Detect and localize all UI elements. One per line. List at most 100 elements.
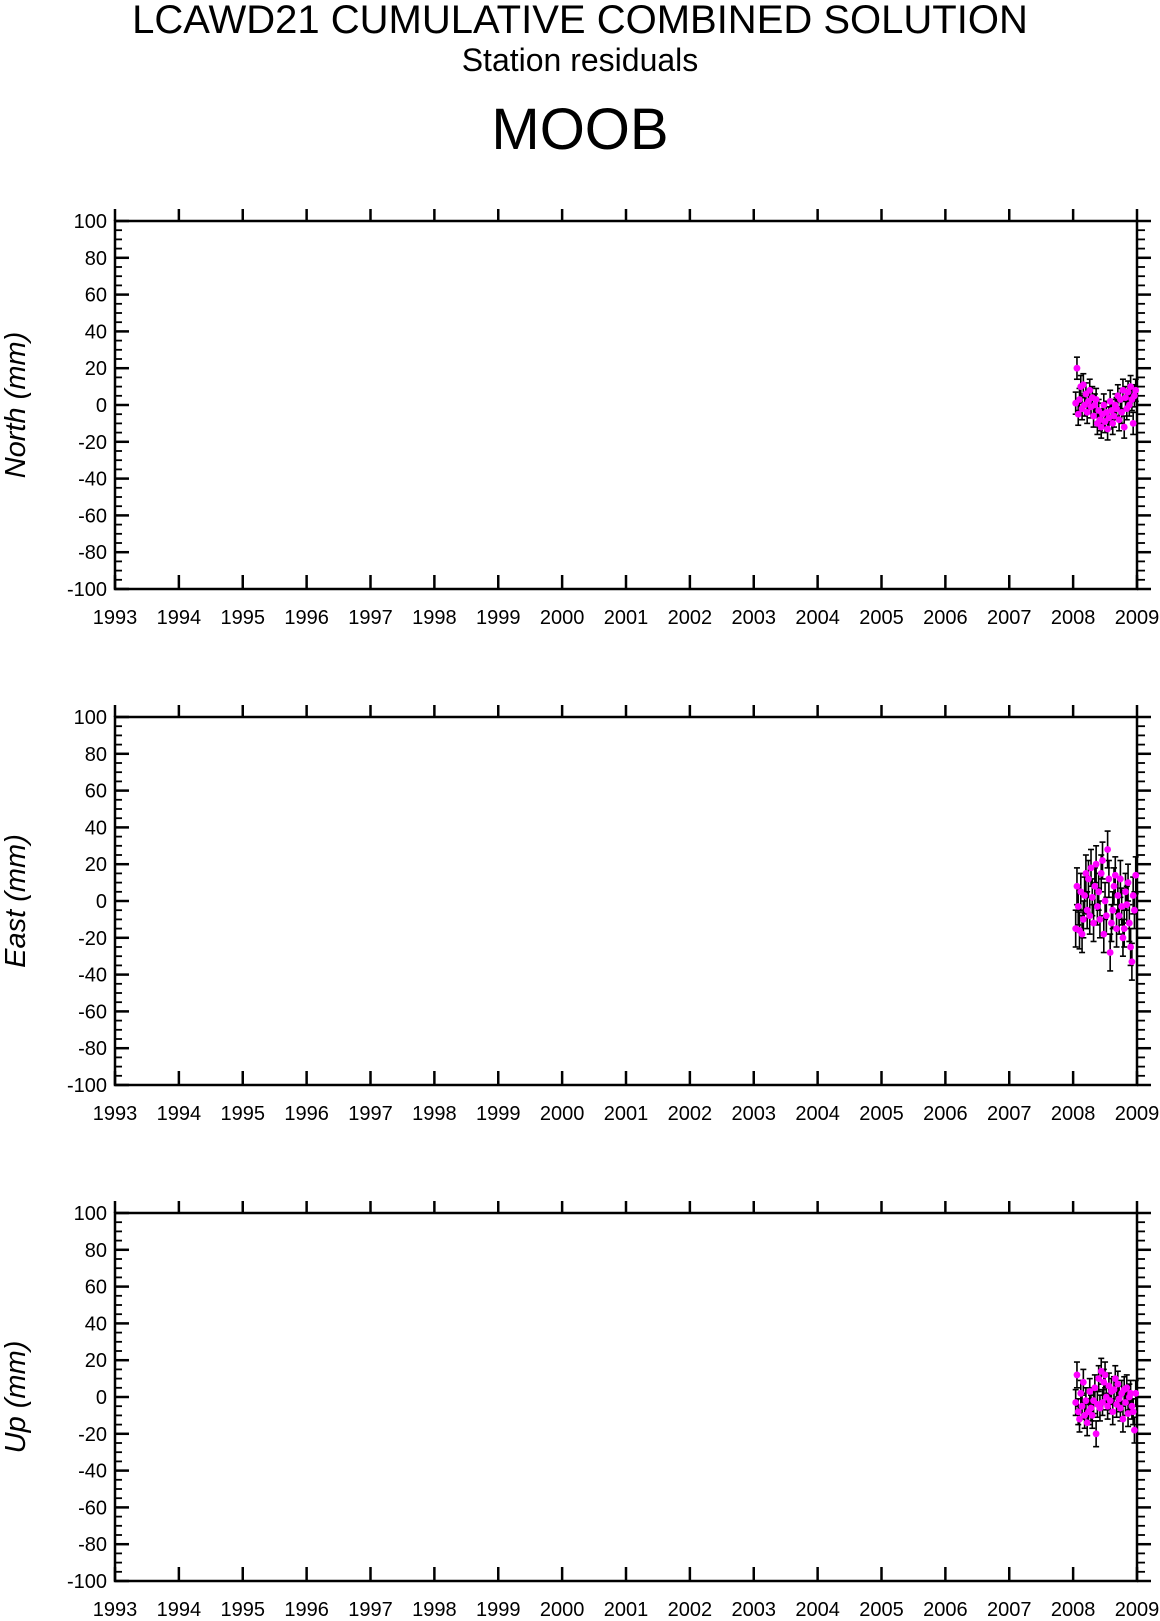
x-tick-label: 2003 bbox=[732, 1599, 777, 1621]
data-point bbox=[1129, 1408, 1137, 1416]
y-tick-label: 20 bbox=[85, 1350, 107, 1372]
x-tick-label: 1994 bbox=[157, 607, 202, 629]
data-point bbox=[1124, 879, 1132, 886]
y-tick-label: -60 bbox=[78, 505, 107, 527]
data-point bbox=[1120, 423, 1128, 431]
data-point bbox=[1099, 1399, 1106, 1406]
data-point bbox=[1092, 860, 1100, 868]
y-tick-label: -100 bbox=[67, 1571, 107, 1593]
y-tick-label: 100 bbox=[74, 1203, 107, 1225]
y-tick-label: -80 bbox=[78, 1038, 107, 1060]
data-point bbox=[1118, 408, 1126, 416]
y-tick-label: 60 bbox=[85, 285, 107, 307]
y-tick-label: 0 bbox=[96, 395, 107, 417]
data-point bbox=[1132, 1389, 1140, 1397]
data-point bbox=[1076, 1415, 1083, 1423]
y-tick-label: -100 bbox=[67, 1075, 107, 1097]
data-point bbox=[1096, 416, 1104, 424]
data-point bbox=[1096, 1404, 1104, 1412]
data-point bbox=[1109, 420, 1117, 427]
data-point bbox=[1129, 420, 1137, 427]
data-point bbox=[1086, 1388, 1094, 1395]
data-point bbox=[1077, 1389, 1085, 1397]
x-tick-label: 1994 bbox=[157, 1103, 202, 1125]
y-tick-label: -80 bbox=[78, 542, 107, 564]
x-tick-label: 1994 bbox=[157, 1599, 202, 1621]
data-point bbox=[1125, 401, 1133, 409]
data-point bbox=[1087, 1404, 1095, 1412]
data-point bbox=[1087, 864, 1095, 872]
x-tick-label: 1993 bbox=[93, 1599, 138, 1621]
x-tick-label: 2000 bbox=[540, 1599, 585, 1621]
data-point bbox=[1110, 412, 1118, 420]
data-point bbox=[1100, 401, 1108, 409]
data-point bbox=[1129, 892, 1137, 899]
y-tick-label: 100 bbox=[74, 211, 107, 233]
x-tick-label: 2007 bbox=[987, 607, 1032, 629]
data-point bbox=[1090, 412, 1097, 420]
data-point bbox=[1086, 386, 1094, 394]
data-point bbox=[1101, 1371, 1109, 1379]
data-point bbox=[1124, 388, 1132, 396]
x-tick-label: 1996 bbox=[284, 607, 329, 629]
data-point bbox=[1114, 892, 1122, 899]
data-point bbox=[1132, 386, 1140, 394]
data-point bbox=[1082, 1397, 1090, 1405]
data-point bbox=[1119, 1415, 1127, 1423]
y-tick-label: 20 bbox=[85, 854, 107, 876]
data-point bbox=[1079, 381, 1087, 389]
y-tick-label: 0 bbox=[96, 891, 107, 913]
data-point bbox=[1085, 875, 1092, 883]
y-tick-label: 0 bbox=[96, 1387, 107, 1409]
data-point bbox=[1095, 1375, 1103, 1382]
x-tick-label: 2008 bbox=[1051, 1599, 1096, 1621]
data-point bbox=[1088, 893, 1096, 901]
y-tick-label: 100 bbox=[74, 707, 107, 729]
x-tick-label: 2006 bbox=[923, 1599, 968, 1621]
data-point bbox=[1110, 1386, 1118, 1394]
x-tick-label: 2009 bbox=[1115, 607, 1160, 629]
data-point bbox=[1072, 1399, 1080, 1406]
x-tick-label: 2001 bbox=[604, 607, 649, 629]
x-tick-label: 2007 bbox=[987, 1599, 1032, 1621]
data-point bbox=[1125, 919, 1133, 927]
data-point bbox=[1123, 1384, 1131, 1392]
data-point bbox=[1083, 906, 1091, 914]
data-point bbox=[1095, 888, 1103, 896]
data-point bbox=[1091, 1384, 1099, 1392]
data-point bbox=[1115, 416, 1123, 424]
x-tick-label: 2003 bbox=[732, 607, 777, 629]
data-point bbox=[1108, 407, 1115, 414]
data-point bbox=[1096, 916, 1104, 923]
chart-subtitle: Station residuals bbox=[461, 42, 699, 78]
data-point bbox=[1116, 875, 1124, 883]
y-tick-label: -20 bbox=[78, 432, 107, 454]
x-tick-label: 1995 bbox=[221, 1103, 266, 1125]
chart-title: LCAWD21 CUMULATIVE COMBINED SOLUTION bbox=[132, 0, 1028, 42]
data-point bbox=[1100, 930, 1108, 938]
x-tick-label: 2000 bbox=[540, 607, 585, 629]
y-tick-label: -40 bbox=[78, 469, 107, 491]
data-point bbox=[1131, 906, 1138, 914]
data-point bbox=[1127, 943, 1135, 951]
data-point bbox=[1113, 925, 1120, 932]
data-point bbox=[1078, 930, 1086, 938]
x-tick-label: 2004 bbox=[795, 607, 840, 629]
x-tick-label: 2004 bbox=[795, 1103, 840, 1125]
x-tick-label: 1995 bbox=[221, 1599, 266, 1621]
x-tick-label: 1997 bbox=[348, 607, 393, 629]
data-point bbox=[1099, 857, 1106, 864]
data-point bbox=[1105, 875, 1113, 883]
panel-1: 1993 1994 1995 1996 1997 1998 1999 2000 2001 2002… bbox=[0, 209, 1159, 629]
data-point bbox=[1122, 394, 1129, 402]
y-axis-label: North (mm) bbox=[0, 332, 32, 479]
y-tick-label: 80 bbox=[85, 744, 107, 766]
x-tick-label: 2009 bbox=[1115, 1103, 1160, 1125]
x-tick-label: 1993 bbox=[93, 607, 138, 629]
x-tick-label: 1999 bbox=[476, 1103, 521, 1125]
data-point bbox=[1073, 882, 1081, 890]
data-point bbox=[1083, 1419, 1091, 1427]
x-tick-label: 2005 bbox=[859, 1103, 904, 1125]
data-point bbox=[1131, 392, 1138, 400]
